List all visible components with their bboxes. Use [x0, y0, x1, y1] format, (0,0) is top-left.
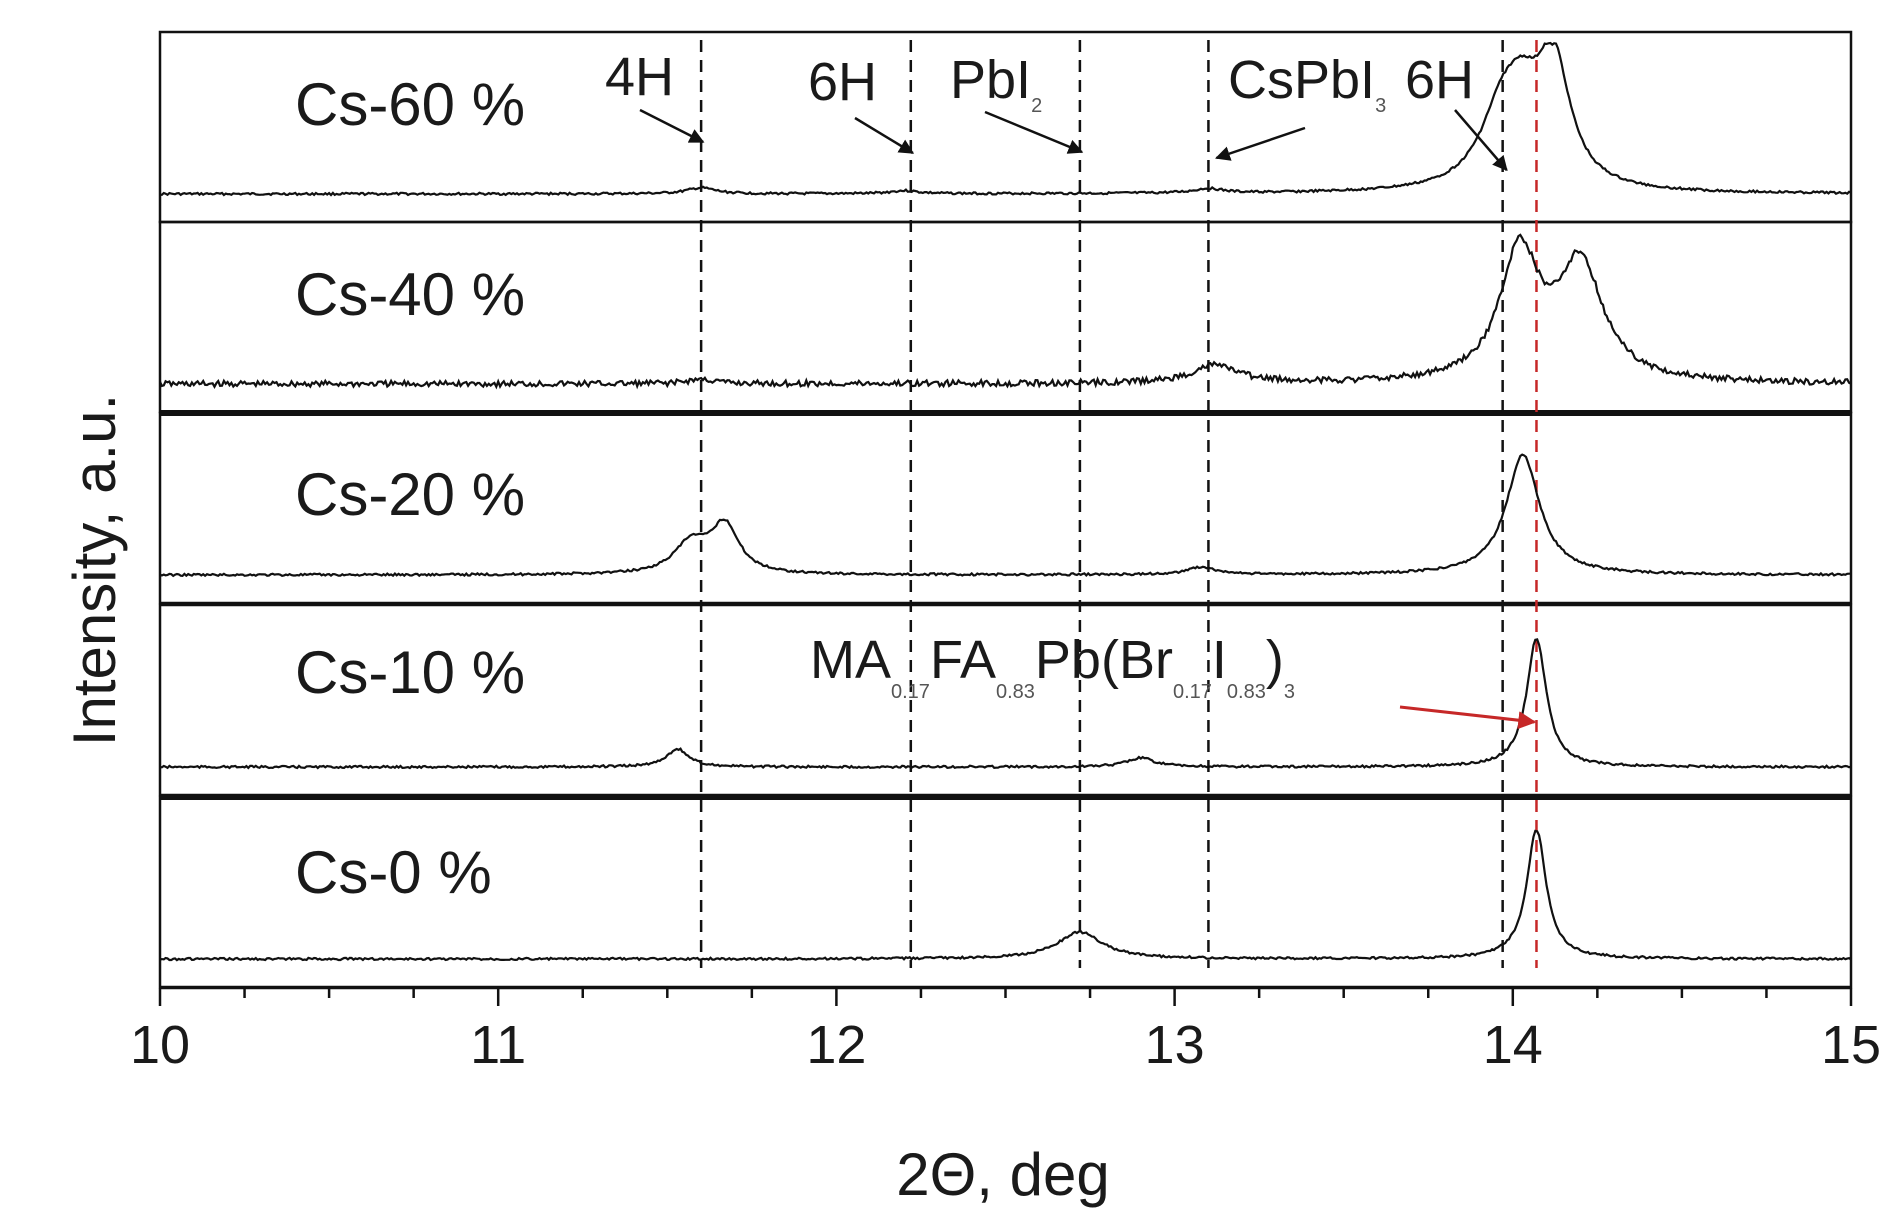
panel-frames — [158, 30, 1853, 989]
highlight-arrow — [1399, 705, 1537, 730]
annotation-arrow — [1454, 109, 1508, 172]
annot-pbi2: PbI2 — [950, 50, 1042, 117]
traces — [158, 41, 1852, 962]
x-axis: 10 11 12 13 14 15 — [130, 986, 1881, 1075]
panel-label: Cs-0 % — [295, 839, 492, 906]
x-tick-label: 13 — [1145, 1015, 1205, 1075]
panel-labels: Cs-60 % Cs-40 % Cs-20 % Cs-10 % Cs-0 % — [295, 71, 525, 906]
annotations: 4H 6H PbI2 CsPbI3 6H MA0.17FA0.83Pb(Br0.… — [605, 47, 1537, 730]
panel-label: Cs-10 % — [295, 639, 525, 706]
annotation-arrow — [1214, 126, 1306, 161]
series-line — [159, 453, 1851, 578]
annotation-arrows — [639, 108, 1537, 730]
annotation-arrow — [984, 110, 1084, 154]
annot-4h: 4H — [605, 47, 674, 107]
x-tick-label: 11 — [470, 1015, 526, 1075]
annot-cspbi3: CsPbI3 — [1228, 50, 1386, 117]
y-axis-title: Intensity, a.u. — [61, 394, 128, 746]
annot-ma-fa-formula: MA0.17FA0.83Pb(Br0.17I0.83)3 — [810, 630, 1295, 703]
panel-label: Cs-40 % — [295, 261, 525, 328]
reference-lines — [699, 40, 1538, 968]
annotation-arrow — [639, 108, 705, 144]
series-line — [159, 829, 1852, 962]
series-line — [159, 638, 1852, 770]
panel-label: Cs-20 % — [295, 461, 525, 528]
x-tick-label: 15 — [1821, 1015, 1881, 1075]
annot-6h-b: 6H — [1405, 50, 1474, 110]
panel-label: Cs-60 % — [295, 71, 525, 138]
x-axis-title: 2Θ, deg — [896, 1141, 1110, 1208]
series-line — [158, 233, 1852, 390]
x-tick-label: 12 — [806, 1015, 866, 1075]
x-tick-label: 14 — [1483, 1015, 1543, 1075]
annotation-arrow — [854, 116, 915, 155]
annot-6h: 6H — [808, 52, 877, 112]
x-tick-label: 10 — [130, 1015, 190, 1075]
series-line — [160, 41, 1852, 197]
